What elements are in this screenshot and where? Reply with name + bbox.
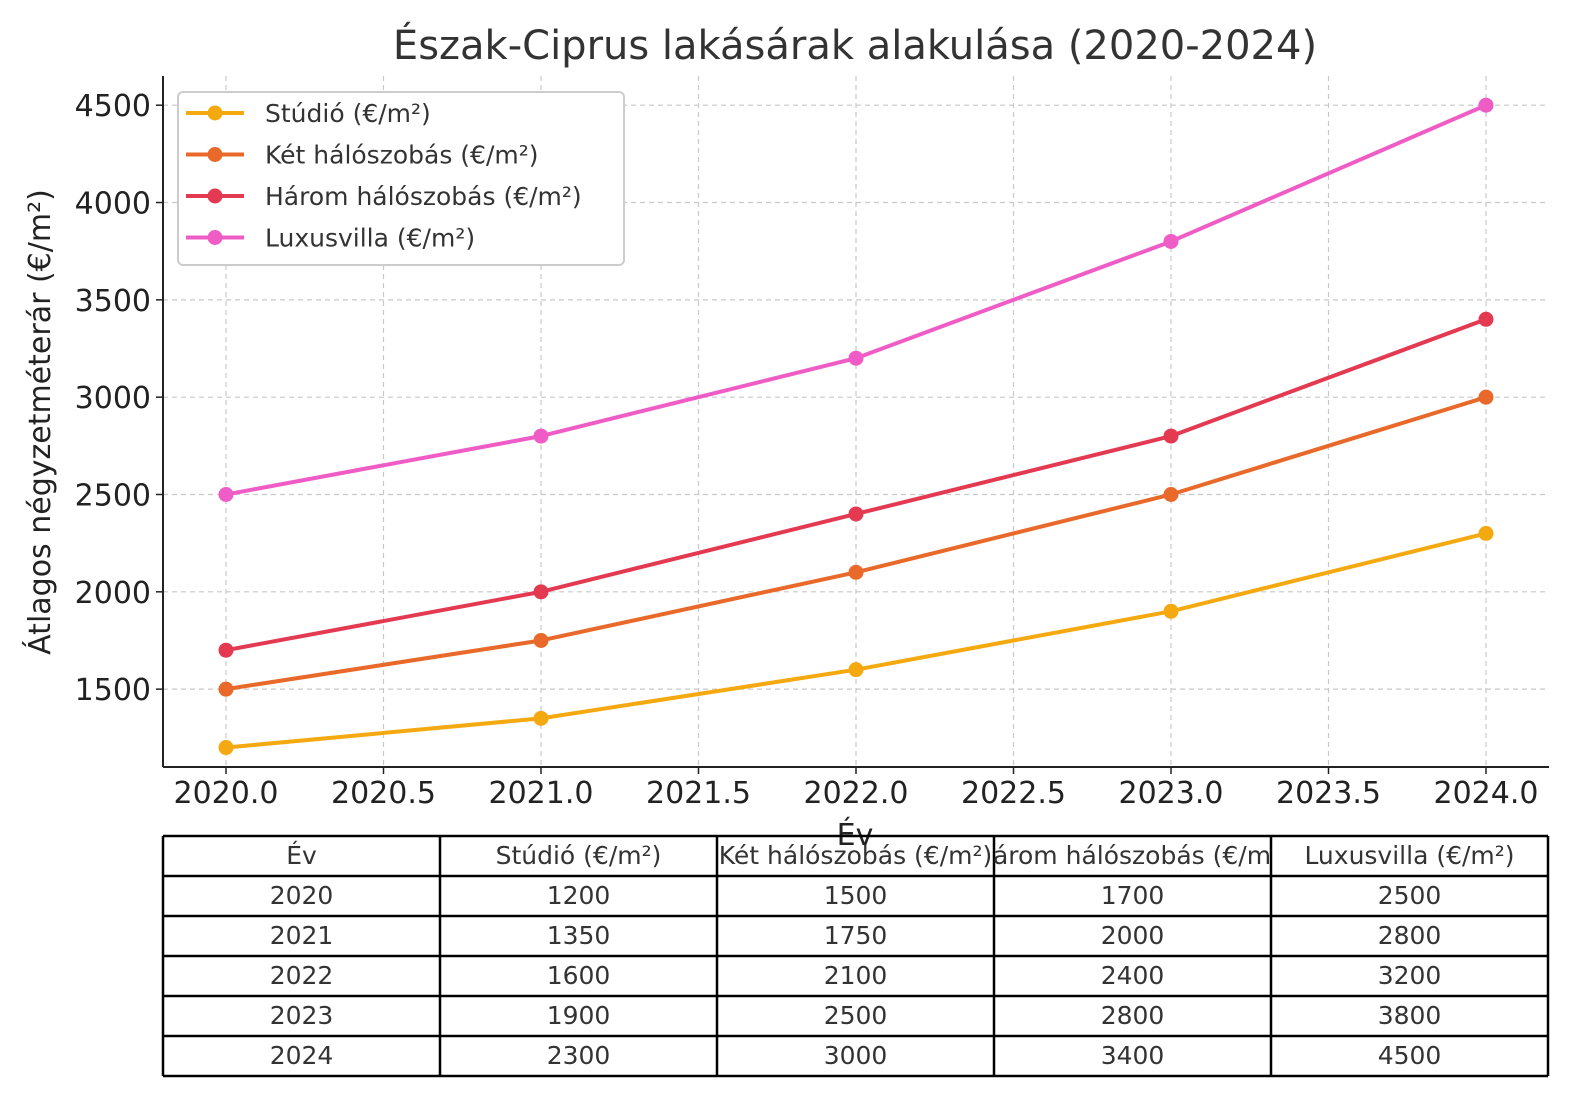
y-tick-label: 3000 xyxy=(75,381,151,416)
table-grid xyxy=(161,834,1550,1078)
table-header-cell: Három hálószobás (€/m²) xyxy=(974,841,1291,870)
legend-marker-harom-haloszobas-m xyxy=(207,188,223,204)
x-tick-label: 2024.0 xyxy=(1434,776,1539,811)
table-header-label: Év xyxy=(286,841,317,870)
table-header-cell: Év xyxy=(286,841,317,870)
data-point-studio-m xyxy=(218,740,234,756)
table-cell: 2024 xyxy=(270,1041,334,1070)
data-point-harom-haloszobas-m xyxy=(533,584,549,600)
legend-label-harom-haloszobas-m: Három hálószobás (€/m²) xyxy=(265,182,582,211)
x-tick-label: 2021.5 xyxy=(646,776,751,811)
legend-marker-studio-m xyxy=(207,105,223,121)
data-point-luxusvilla-m xyxy=(218,486,234,502)
table-header-cell: Luxusvilla (€/m²) xyxy=(1304,841,1514,870)
table-cell: 2021 xyxy=(270,921,334,950)
table-cell: 3000 xyxy=(824,1041,888,1070)
data-table: Év Stúdió (€/m²) Két hálószobás (€/m²)Háro… xyxy=(161,834,1550,1078)
table-cell: 1900 xyxy=(547,1001,611,1030)
data-point-ket-haloszobas-m xyxy=(848,564,864,580)
table-header-cell: Két hálószobás (€/m²) xyxy=(719,841,993,870)
table-cell: 1500 xyxy=(824,881,888,910)
table-cell: 2022 xyxy=(270,961,334,990)
legend: Stúdió (€/m²) Két hálószobás (€/m²) Három … xyxy=(177,91,625,266)
axes: 2020.0 2020.5 2021.0 2021.5 2022.0 2022.5 2023… xyxy=(75,76,1549,811)
table-cell: 1200 xyxy=(547,881,611,910)
legend-marker-ket-haloszobas-m xyxy=(207,147,223,162)
legend-label-ket-haloszobas-m: Két hálószobás (€/m²) xyxy=(265,141,539,170)
x-tick-label: 2020.0 xyxy=(174,776,279,811)
table-cell: 1600 xyxy=(547,961,611,990)
table-cell: 2020 xyxy=(270,881,334,910)
table-cell: 3200 xyxy=(1378,961,1442,990)
table-header-label: Stúdió (€/m²) xyxy=(496,841,662,870)
table-cell: 2800 xyxy=(1378,921,1442,950)
table-cell: 2500 xyxy=(824,1001,888,1030)
y-tick-label: 3500 xyxy=(75,284,151,319)
data-point-studio-m xyxy=(1163,603,1179,619)
data-point-studio-m xyxy=(1478,525,1494,541)
x-tick-label: 2022.5 xyxy=(961,776,1066,811)
legend-marker-luxusvilla-m xyxy=(207,230,223,245)
table-header-label: Két hálószobás (€/m²) xyxy=(719,841,993,870)
table-header-cell: Stúdió (€/m²) xyxy=(496,841,662,870)
x-tick-label: 2022.0 xyxy=(804,776,909,811)
table-cell: 1750 xyxy=(824,921,888,950)
table-cell: 2000 xyxy=(1101,921,1165,950)
data-point-luxusvilla-m xyxy=(1478,97,1494,113)
legend-box xyxy=(177,91,625,266)
data-point-harom-haloszobas-m xyxy=(1163,428,1179,444)
data-point-ket-haloszobas-m xyxy=(218,681,234,697)
x-tick-label: 2023.0 xyxy=(1119,776,1224,811)
table-cell: 2800 xyxy=(1101,1001,1165,1030)
legend-label-luxusvilla-m: Luxusvilla (€/m²) xyxy=(265,224,475,253)
chart-title: Észak-Ciprus lakásárak alakulása (2020-2… xyxy=(393,21,1317,69)
data-point-ket-haloszobas-m xyxy=(1163,486,1179,502)
grid-lines xyxy=(163,76,1549,767)
table-cell: 3800 xyxy=(1378,1001,1442,1030)
table-header-label: Három hálószobás (€/m²) xyxy=(974,841,1291,870)
data-point-luxusvilla-m xyxy=(848,350,864,366)
series-lines xyxy=(218,97,1494,756)
data-point-ket-haloszobas-m xyxy=(533,632,549,648)
y-tick-label: 2500 xyxy=(75,478,151,513)
table-cell: 1700 xyxy=(1101,881,1165,910)
table-cell: 4500 xyxy=(1378,1041,1442,1070)
table-cell: 2023 xyxy=(270,1001,334,1030)
data-point-studio-m xyxy=(533,710,549,726)
data-point-ket-haloszobas-m xyxy=(1478,389,1494,405)
table-cell: 3400 xyxy=(1101,1041,1165,1070)
x-tick-label: 2021.0 xyxy=(489,776,594,811)
table-cell: 1350 xyxy=(547,921,611,950)
table-cell: 2400 xyxy=(1101,961,1165,990)
legend-label-studio-m: Stúdió (€/m²) xyxy=(265,99,431,128)
y-axis-label: Átlagos négyzetméterár (€/m²) xyxy=(22,189,58,655)
data-point-studio-m xyxy=(848,662,864,678)
data-point-harom-haloszobas-m xyxy=(218,642,234,658)
y-tick-label: 1500 xyxy=(75,673,151,708)
y-tick-label: 4000 xyxy=(75,187,151,222)
x-tick-label: 2023.5 xyxy=(1276,776,1381,811)
table-cell: 2100 xyxy=(824,961,888,990)
data-point-luxusvilla-m xyxy=(533,428,549,444)
table-header-label: Luxusvilla (€/m²) xyxy=(1304,841,1514,870)
table-cell: 2500 xyxy=(1378,881,1442,910)
x-tick-label: 2020.5 xyxy=(331,776,436,811)
y-tick-label: 4500 xyxy=(75,89,151,124)
y-tick-label: 2000 xyxy=(75,576,151,611)
data-point-harom-haloszobas-m xyxy=(1478,311,1494,327)
table-cell: 2300 xyxy=(547,1041,611,1070)
data-point-luxusvilla-m xyxy=(1163,233,1179,249)
data-point-harom-haloszobas-m xyxy=(848,506,864,522)
